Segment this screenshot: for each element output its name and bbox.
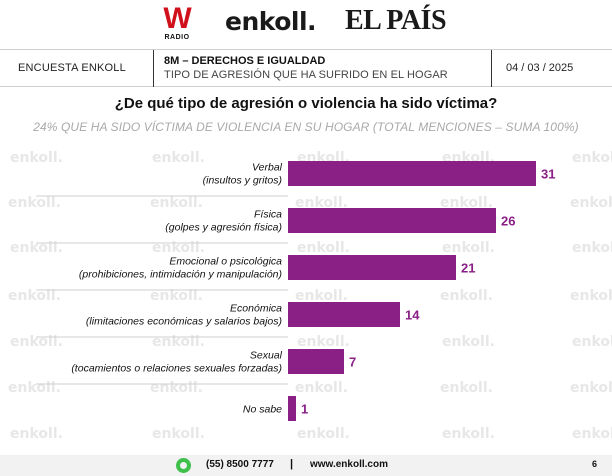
whatsapp-icon: [176, 458, 191, 473]
value-label: 14: [405, 308, 420, 323]
w-radio-logo-letter: W: [163, 2, 191, 35]
footer-phone: (55) 8500 7777: [206, 459, 274, 470]
category-sublabel: (golpes y agresión física): [165, 222, 282, 234]
category-label: No sabe: [243, 404, 282, 416]
watermark-text: enkoll.: [572, 334, 612, 350]
category-sublabel: (prohibiciones, intimidación y manipulac…: [79, 269, 282, 281]
watermark-layer: enkoll. enkoll. enkoll. enkoll. enkoll. enkol…: [8, 150, 612, 442]
watermark-text: enkoll.: [442, 240, 495, 256]
category-sublabel: (limitaciones económicas y salarios bajo…: [86, 316, 282, 328]
watermark-text: enkoll.: [570, 380, 612, 396]
watermark-text: enkoll.: [572, 150, 612, 166]
watermark-text: enkoll.: [10, 426, 63, 442]
page-number: 6: [592, 459, 598, 469]
watermark-text: enkoll.: [572, 426, 612, 442]
value-label: 7: [349, 355, 356, 370]
w-radio-logo-sub: RADIO: [164, 34, 190, 41]
watermark-text: enkoll.: [150, 380, 203, 396]
watermark-text: enkoll.: [10, 150, 63, 166]
bar: [288, 396, 296, 421]
watermark-text: enkoll.: [297, 334, 350, 350]
watermark-text: enkoll.: [152, 334, 205, 350]
watermark-text: enkoll.: [295, 288, 348, 304]
watermark-text: enkoll.: [152, 150, 205, 166]
value-label: 26: [501, 214, 515, 229]
watermark-text: enkoll.: [8, 380, 61, 396]
w-radio-logo: W RADIO: [160, 4, 194, 44]
value-label: 1: [301, 402, 308, 417]
topic-subtitle: TIPO DE AGRESIÓN QUE HA SUFRIDO EN EL HO…: [164, 69, 448, 81]
category-sublabel: (insultos y gritos): [203, 175, 282, 187]
watermark-text: enkoll.: [150, 195, 203, 211]
topic-title: 8M – DERECHOS E IGUALDAD: [164, 55, 326, 67]
watermark-text: enkoll.: [297, 426, 350, 442]
watermark-text: enkoll.: [572, 240, 612, 256]
watermark-text: enkoll.: [8, 288, 61, 304]
value-label: 31: [541, 167, 555, 182]
bar: [288, 208, 496, 233]
enkoll-logo: enkoll.: [225, 7, 317, 36]
watermark-text: enkoll.: [442, 334, 495, 350]
bar-chart: enkoll. enkoll. enkoll. enkoll. enkoll. enkol…: [8, 150, 612, 442]
bar: [288, 161, 536, 186]
watermark-text: enkoll.: [10, 334, 63, 350]
category-label: Económica: [230, 303, 282, 315]
category-label: Verbal: [252, 162, 283, 174]
watermark-text: enkoll.: [152, 426, 205, 442]
category-sublabel: (tocamientos o relaciones sexuales forza…: [71, 363, 282, 375]
chart-subtitle: 24% QUE HA SIDO VÍCTIMA DE VIOLENCIA EN …: [33, 120, 579, 134]
watermark-text: enkoll.: [295, 195, 348, 211]
value-label: 21: [461, 261, 475, 276]
watermark-text: enkoll.: [570, 195, 612, 211]
row-separators: [36, 195, 288, 385]
category-label: Física: [254, 209, 282, 221]
footer-url[interactable]: www.enkoll.com: [310, 459, 388, 470]
bar: [288, 302, 400, 327]
bar: [288, 349, 344, 374]
watermark-text: enkoll.: [440, 288, 493, 304]
header-topic: 8M – DERECHOS E IGUALDAD TIPO DE AGRESIÓ…: [164, 54, 448, 82]
watermark-text: enkoll.: [152, 240, 205, 256]
watermark-text: enkoll.: [440, 380, 493, 396]
header-divider-right: [491, 50, 492, 87]
header-divider-left: [153, 50, 154, 87]
watermark-text: enkoll.: [442, 426, 495, 442]
bar: [288, 255, 456, 280]
category-label: Emocional o psicológica: [169, 256, 282, 268]
logo-bar: W RADIO enkoll. EL PAÍS: [0, 0, 612, 48]
watermark-text: enkoll.: [8, 195, 61, 211]
watermark-text: enkoll.: [440, 195, 493, 211]
watermark-text: enkoll.: [570, 288, 612, 304]
survey-date: 04 / 03 / 2025: [506, 62, 574, 74]
watermark-text: enkoll.: [150, 288, 203, 304]
category-label: Sexual: [250, 350, 283, 362]
watermark-text: enkoll.: [10, 240, 63, 256]
el-pais-logo: EL PAÍS: [345, 5, 447, 36]
footer-separator: |: [290, 458, 294, 470]
chart-title: ¿De qué tipo de agresión o violencia ha …: [114, 95, 498, 112]
bars: 31 Verbal(insultos y gritos) 26 Física(golp…: [71, 161, 555, 421]
watermark-text: enkoll.: [295, 380, 348, 396]
survey-name: ENCUESTA ENKOLL: [18, 62, 126, 74]
survey-header: ENCUESTA ENKOLL 8M – DERECHOS E IGUALDAD…: [0, 49, 612, 87]
footer: (55) 8500 7777 | www.enkoll.com 6: [0, 455, 612, 476]
watermark-text: enkoll.: [297, 240, 350, 256]
